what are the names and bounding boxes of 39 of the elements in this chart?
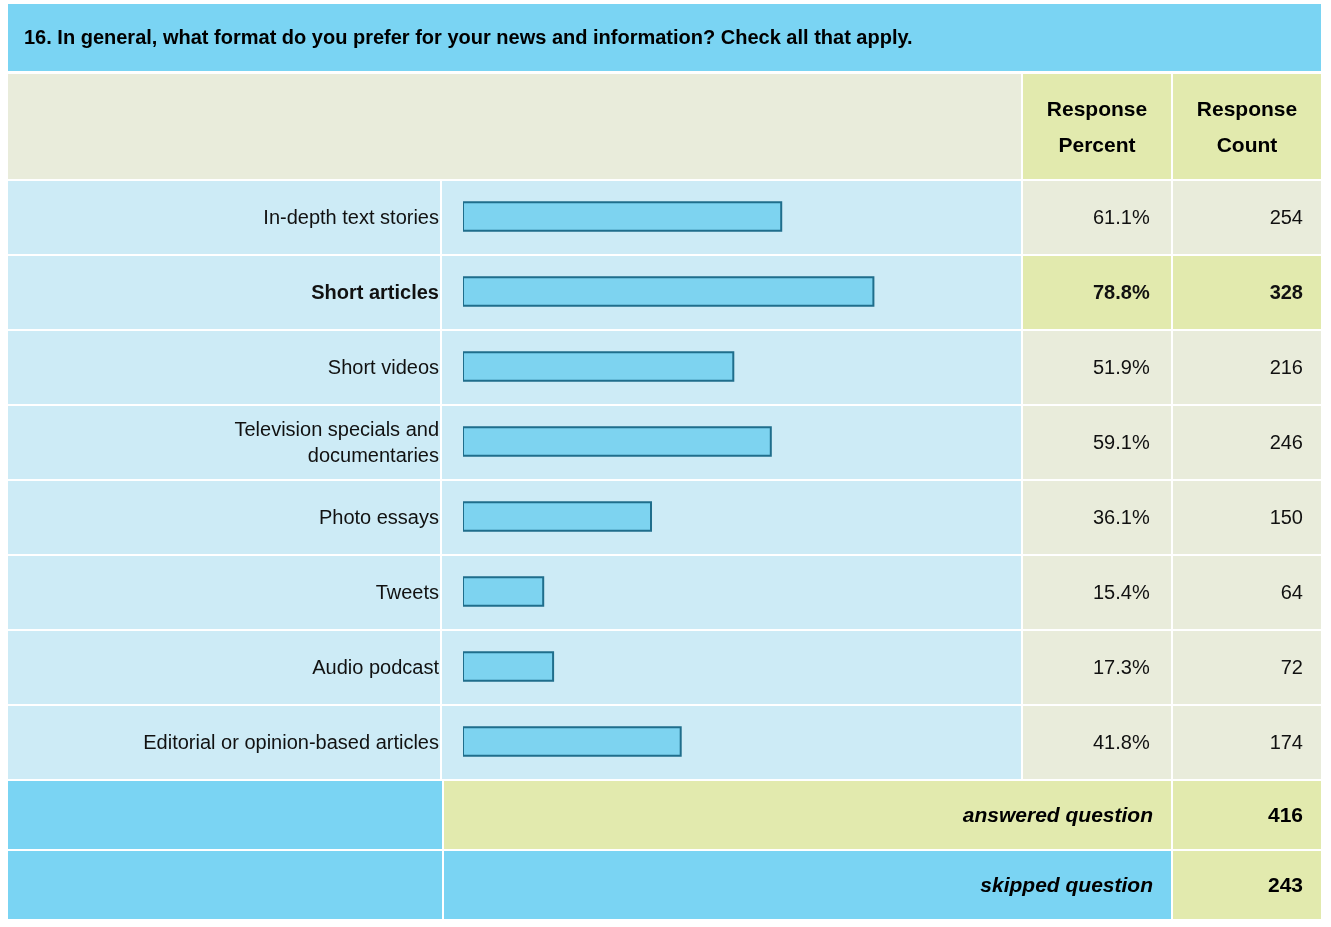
y-tick-label: Audio podcast xyxy=(312,655,440,678)
data-label: 51.9% xyxy=(1093,356,1150,378)
text: answered question xyxy=(442,781,1171,849)
bar xyxy=(463,576,545,607)
text: 64 xyxy=(1171,556,1321,629)
y-tick-label: Short articles xyxy=(311,280,439,303)
bar xyxy=(463,501,653,532)
y-tick-label: Short videos xyxy=(327,355,439,378)
data-label: 41.8% xyxy=(1093,731,1150,753)
data-label: 15.4% xyxy=(1093,581,1150,603)
text: 328 xyxy=(1171,256,1321,329)
y-tick-label: Editorial or opinion-based articles xyxy=(143,730,439,753)
y-tick-label: Television specials and documentaries xyxy=(234,417,439,466)
y-tick-label: In-depth text stories xyxy=(263,205,439,228)
data-label: 59.1% xyxy=(1093,431,1150,453)
bar xyxy=(463,201,783,232)
text: 216 xyxy=(1171,331,1321,404)
text: 150 xyxy=(1171,481,1321,554)
data-label: 36.1% xyxy=(1093,506,1150,528)
text: Response Count xyxy=(1171,74,1321,179)
text: 174 xyxy=(1171,706,1321,779)
data-label: 17.3% xyxy=(1093,656,1150,678)
bar xyxy=(463,351,735,382)
text: 246 xyxy=(1171,406,1321,479)
y-tick-label: Tweets xyxy=(375,580,439,603)
y-tick-label: Photo essays xyxy=(318,505,439,528)
text: 254 xyxy=(1171,181,1321,254)
data-label: 78.8% xyxy=(1093,281,1150,303)
text: 416 xyxy=(1171,781,1321,849)
bar xyxy=(463,426,772,457)
text: skipped question xyxy=(442,851,1171,919)
text: 72 xyxy=(1171,631,1321,704)
bar xyxy=(463,726,682,757)
bar xyxy=(463,651,555,682)
data-label: 61.1% xyxy=(1093,206,1150,228)
text: 243 xyxy=(1171,851,1321,919)
text: Response Percent xyxy=(1021,74,1171,179)
chart-title: 16. In general, what format do you prefer for your news and information? Check all that apply. xyxy=(8,4,1321,74)
bar xyxy=(463,276,875,307)
